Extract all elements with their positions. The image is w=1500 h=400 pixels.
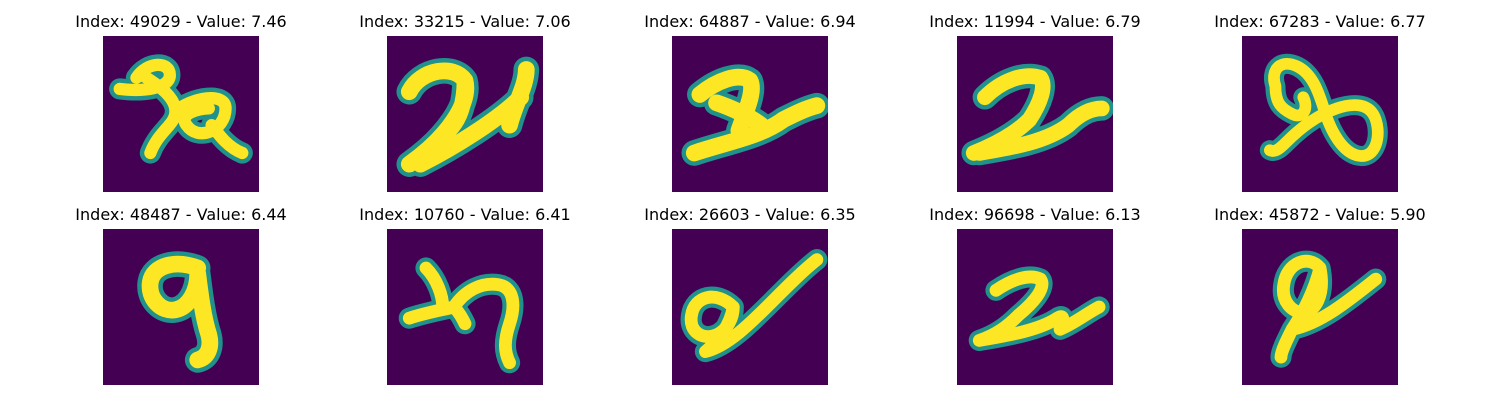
panel-title: Index: 45872 - Value: 5.90 bbox=[1214, 205, 1426, 224]
digit-image-33215 bbox=[387, 36, 543, 192]
panel-title: Index: 49029 - Value: 7.46 bbox=[75, 12, 287, 31]
digit-image-48487 bbox=[103, 229, 259, 385]
panel-title: Index: 64887 - Value: 6.94 bbox=[644, 12, 856, 31]
digit-image-96698 bbox=[957, 229, 1113, 385]
panel-67283: Index: 67283 - Value: 6.77 bbox=[1175, 12, 1465, 202]
digit-image-45872 bbox=[1242, 229, 1398, 385]
panel-10760: Index: 10760 - Value: 6.41 bbox=[320, 205, 610, 395]
panel-title: Index: 10760 - Value: 6.41 bbox=[359, 205, 571, 224]
panel-title: Index: 48487 - Value: 6.44 bbox=[75, 205, 287, 224]
panel-title: Index: 33215 - Value: 7.06 bbox=[359, 12, 571, 31]
panel-33215: Index: 33215 - Value: 7.06 bbox=[320, 12, 610, 202]
digit-image-11994 bbox=[957, 36, 1113, 192]
panel-45872: Index: 45872 - Value: 5.90 bbox=[1175, 205, 1465, 395]
digit-image-64887 bbox=[672, 36, 828, 192]
panel-11994: Index: 11994 - Value: 6.79 bbox=[890, 12, 1180, 202]
panel-48487: Index: 48487 - Value: 6.44 bbox=[36, 205, 326, 395]
digit-image-10760 bbox=[387, 229, 543, 385]
digit-image-67283 bbox=[1242, 36, 1398, 192]
panel-49029: Index: 49029 - Value: 7.46 bbox=[36, 12, 326, 202]
panel-96698: Index: 96698 - Value: 6.13 bbox=[890, 205, 1180, 395]
panel-title: Index: 96698 - Value: 6.13 bbox=[929, 205, 1141, 224]
panel-64887: Index: 64887 - Value: 6.94 bbox=[605, 12, 895, 202]
panel-title: Index: 11994 - Value: 6.79 bbox=[929, 12, 1141, 31]
digit-image-26603 bbox=[672, 229, 828, 385]
digit-image-49029 bbox=[103, 36, 259, 192]
panel-26603: Index: 26603 - Value: 6.35 bbox=[605, 205, 895, 395]
panel-title: Index: 67283 - Value: 6.77 bbox=[1214, 12, 1426, 31]
panel-title: Index: 26603 - Value: 6.35 bbox=[644, 205, 856, 224]
